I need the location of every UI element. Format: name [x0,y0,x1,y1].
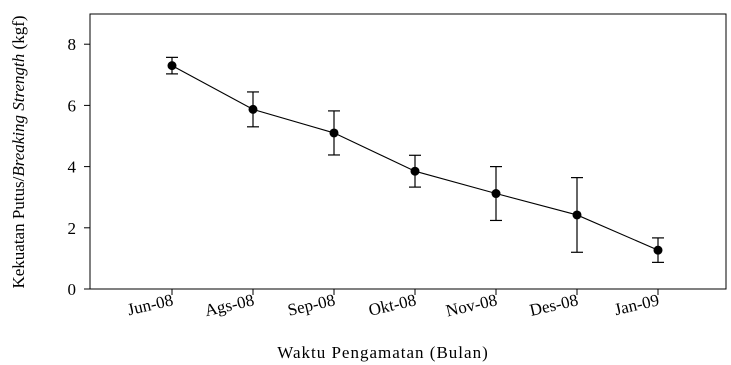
data-point [167,61,177,71]
data-point [410,166,420,176]
x-ticks: Jun-08 Ags-08 Sep-08 Okt-08 Nov-08 Des-08 Jan-… [126,289,661,321]
data-point [329,128,339,138]
data-point [572,210,582,220]
y-tick-label: 8 [68,35,77,54]
data-point [491,189,501,199]
x-tick-label: Ags-08 [203,290,256,320]
x-axis-label: Waktu Pengamatan (Bulan) [277,343,488,362]
y-axis-label-regular: Kekuatan Putus/ [9,176,28,288]
x-tick-label: Jun-08 [126,290,175,319]
y-tick-label: 2 [68,219,77,238]
x-tick-label: Jan-09 [612,290,660,319]
x-tick-label: Okt-08 [367,290,418,319]
y-ticks: 0 2 4 6 8 [68,35,90,299]
y-tick-label: 0 [68,280,77,299]
y-axis-label-italic: Breaking Strength [9,54,28,177]
x-tick-label: Sep-08 [286,290,337,319]
plot-frame [89,13,727,290]
data-point [248,104,258,114]
y-tick-label: 6 [68,96,77,115]
x-tick-label: Nov-08 [444,290,499,320]
y-axis-label-unit: (kgf) [9,15,28,53]
y-tick-label: 4 [68,158,77,177]
error-bars [166,56,664,263]
data-points [167,61,663,255]
data-point [653,245,663,255]
x-tick-label: Des-08 [528,290,580,320]
y-axis-label: Kekuatan Putus/Breaking Strength (kgf) [9,15,28,288]
